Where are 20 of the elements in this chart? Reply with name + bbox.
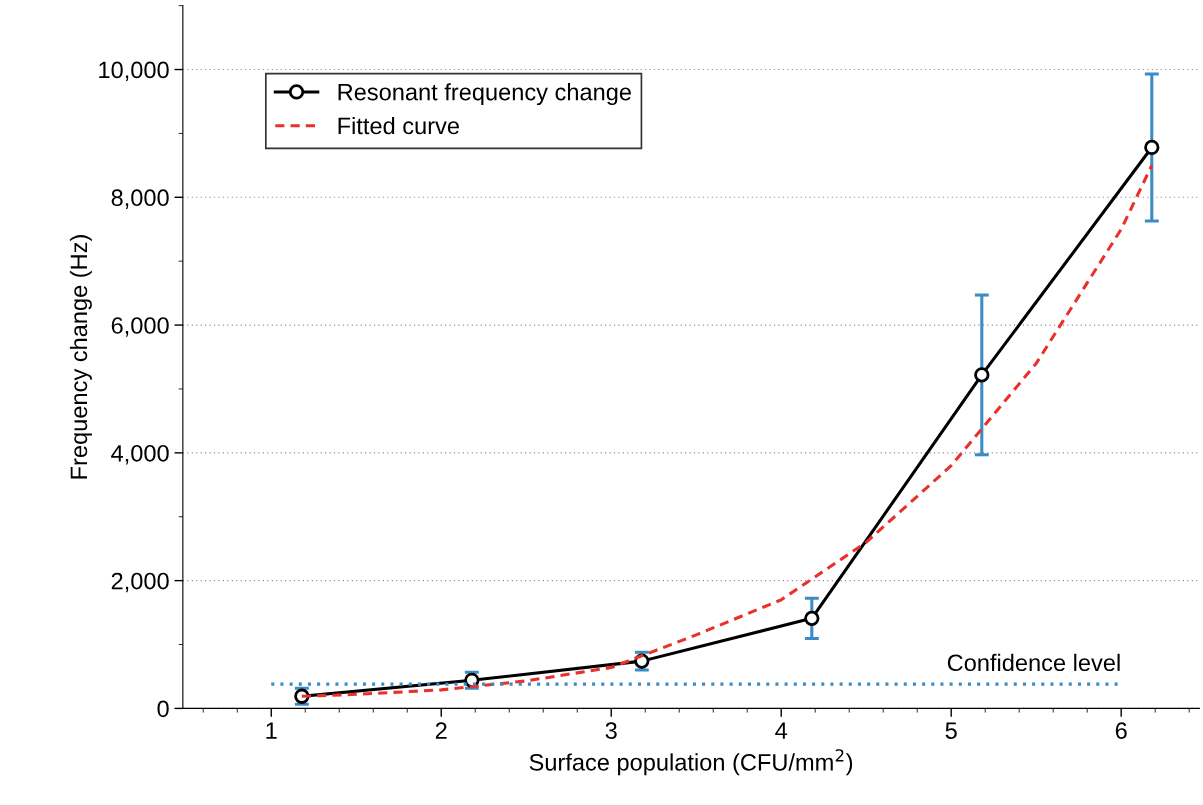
x-tick-label: 1 — [266, 722, 277, 739]
y-tick-label: 2,000 — [111, 572, 169, 593]
x-tick-label: 3 — [605, 722, 617, 739]
y-tick-label: 0 — [157, 700, 169, 718]
y-axis-title: Frequency change (Hz) — [69, 235, 92, 479]
point — [1144, 139, 1160, 156]
x-tick-label: 2 — [435, 722, 447, 739]
x-axis-title: Surface population (CFU/mm$^{2}$) — [529, 749, 853, 776]
point — [974, 367, 990, 383]
legend-label: Resonant frequency change — [338, 83, 631, 106]
point — [804, 610, 820, 626]
x-tick-label: 6 — [1115, 722, 1127, 739]
y-tick-label: 8,000 — [111, 189, 169, 209]
x-tick-label: 5 — [945, 722, 957, 739]
x-tick-label: 4 — [775, 722, 788, 739]
annotation: Confidence level — [947, 653, 1120, 672]
legend-label: Fitted curve — [338, 116, 459, 135]
y-tick-label: 4,000 — [111, 444, 169, 465]
y-tick-label: 6,000 — [111, 317, 169, 337]
y-tick-label: 10,000 — [99, 61, 169, 82]
